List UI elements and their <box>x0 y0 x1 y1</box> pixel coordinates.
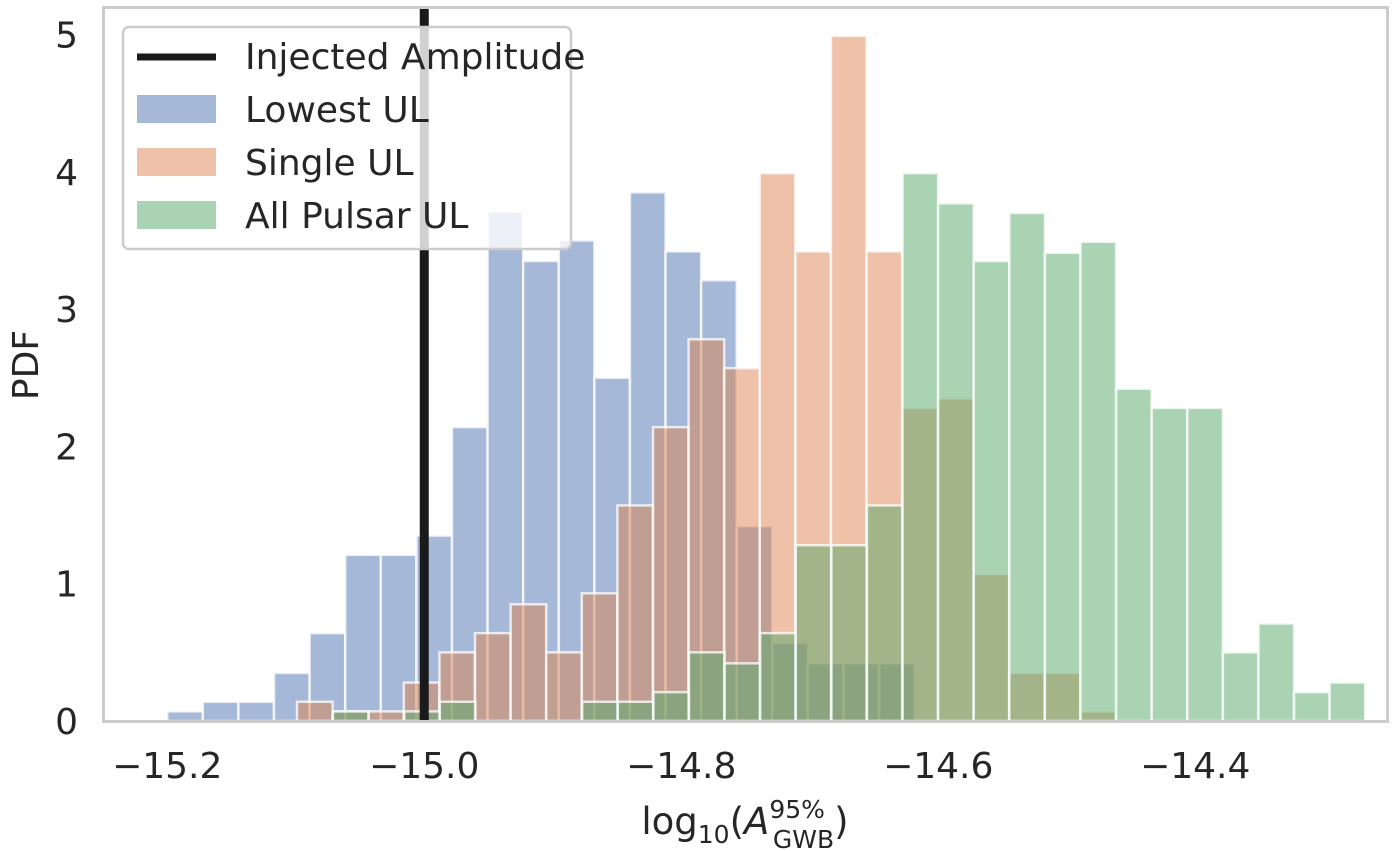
bar-lowest-ul <box>201 700 240 723</box>
bar-all-pulsar-ul <box>1186 406 1225 723</box>
bar-all-pulsar-ul <box>1079 240 1118 723</box>
bar-all-pulsar-ul <box>1008 211 1047 723</box>
bar-all-pulsar-ul <box>438 700 477 723</box>
legend-label-injected-amplitude: Injected Amplitude <box>245 37 585 78</box>
x-axis-ticks: −15.2 −15.0 −14.8 −14.6 −14.4 <box>112 746 1250 787</box>
y-tick-label: 1 <box>55 565 78 606</box>
bar-lowest-ul <box>166 710 205 723</box>
legend: Injected Amplitude Lowest UL Single UL A… <box>121 25 585 251</box>
bar-all-pulsar-ul <box>830 543 869 723</box>
bar-all-pulsar-ul <box>758 631 797 723</box>
bar-single-ul <box>616 504 655 723</box>
legend-key-lowest-ul <box>137 95 216 123</box>
x-axis-label: log10(A95% GWB) <box>641 795 848 851</box>
legend-label-single-ul: Single UL <box>245 143 414 184</box>
bar-single-ul <box>473 631 512 723</box>
bar-lowest-ul <box>237 700 276 723</box>
series-single-ul <box>295 34 1117 723</box>
bar-single-ul <box>509 603 548 723</box>
y-tick-label: 5 <box>55 15 78 56</box>
bar-all-pulsar-ul <box>901 171 940 723</box>
legend-label-lowest-ul: Lowest UL <box>245 90 429 131</box>
bar-all-pulsar-ul <box>723 662 762 723</box>
y-axis-ticks: 0 1 2 3 4 5 <box>55 15 78 743</box>
y-tick-label: 3 <box>55 290 78 331</box>
legend-label-all-pulsar-ul: All Pulsar UL <box>245 196 468 237</box>
bar-all-pulsar-ul <box>972 259 1011 723</box>
bar-all-pulsar-ul <box>1328 681 1367 723</box>
legend-key-single-ul <box>137 148 216 176</box>
bar-all-pulsar-ul <box>1114 387 1153 723</box>
y-tick-label: 0 <box>55 702 78 743</box>
bar-all-pulsar-ul <box>1221 651 1260 723</box>
y-axis-label: PDF <box>6 330 47 400</box>
bar-lowest-ul <box>343 553 383 723</box>
bar-single-ul <box>651 425 690 723</box>
bar-single-ul <box>366 710 406 723</box>
x-tick-label: −14.6 <box>883 746 993 787</box>
x-tick-label: −15.0 <box>369 746 479 787</box>
x-tick-label: −15.2 <box>112 746 222 787</box>
bar-single-ul <box>544 651 584 723</box>
bar-all-pulsar-ul <box>616 700 655 723</box>
bar-single-ul <box>295 700 334 723</box>
bar-all-pulsar-ul <box>580 700 620 723</box>
legend-key-all-pulsar-ul <box>137 201 216 229</box>
bar-all-pulsar-ul <box>794 543 833 723</box>
bar-all-pulsar-ul <box>687 651 726 723</box>
bar-single-ul <box>758 171 797 723</box>
y-tick-label: 2 <box>55 427 78 468</box>
y-tick-label: 4 <box>55 153 78 194</box>
x-tick-label: −14.4 <box>1140 746 1250 787</box>
bar-all-pulsar-ul <box>936 202 975 723</box>
bar-all-pulsar-ul <box>1257 622 1296 723</box>
bar-all-pulsar-ul <box>1043 251 1082 723</box>
bar-all-pulsar-ul <box>1292 690 1331 723</box>
bar-all-pulsar-ul <box>652 690 691 723</box>
bar-all-pulsar-ul <box>331 710 370 723</box>
plot-area-frame <box>102 6 1389 723</box>
bar-all-pulsar-ul <box>1150 406 1189 723</box>
legend-frame <box>121 25 573 251</box>
x-tick-label: −14.8 <box>626 746 736 787</box>
bar-all-pulsar-ul <box>865 504 904 723</box>
